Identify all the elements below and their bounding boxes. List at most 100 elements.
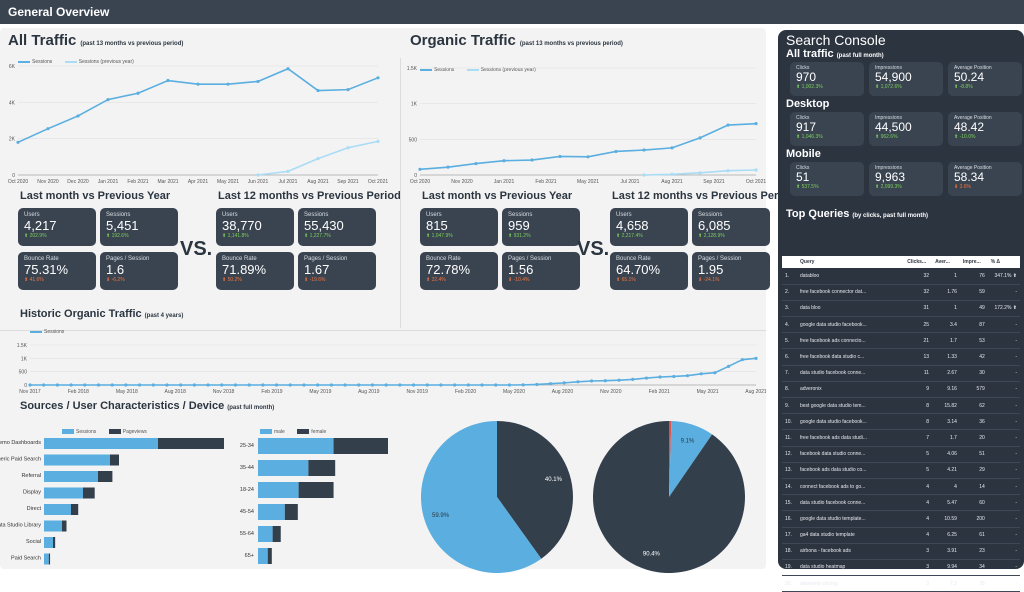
- kpi-change: ⬆ 1,141.8%: [222, 233, 249, 239]
- sc-kpi-card: Average Position 48.42 ⬆ -10.0%: [948, 112, 1022, 146]
- historic-title: Historic Organic Traffic (past 4 years): [20, 308, 184, 320]
- table-header[interactable]: Impre...: [959, 256, 988, 268]
- data-point: [376, 76, 380, 80]
- data-point: [384, 383, 388, 387]
- table-row[interactable]: 14. connect facebook ads to go... 4 4 14-: [782, 478, 1020, 496]
- table-cell: 4: [904, 478, 933, 496]
- table-header[interactable]: Clicks...: [904, 256, 933, 268]
- table-cell: -: [987, 413, 1020, 431]
- table-row[interactable]: 19. data studio heatmap 3 9.94 34-: [782, 559, 1020, 577]
- x-tick-label: May 2021: [217, 179, 239, 185]
- table-cell: google data studio facebook...: [797, 316, 905, 334]
- table-cell: 1.7: [932, 332, 960, 350]
- data-point: [740, 358, 744, 362]
- table-row[interactable]: 17. ga4 data studio template 4 6.25 61-: [782, 527, 1020, 544]
- x-tick-label: Feb 2018: [68, 389, 89, 395]
- table-cell: 4: [904, 494, 933, 512]
- data-point: [754, 168, 758, 172]
- table-cell: -: [987, 397, 1020, 415]
- table-cell: -: [987, 559, 1020, 577]
- sc-kpi-change: ⬆ 1,046.3%: [796, 134, 823, 140]
- kpi-change: ⬆ 41.6%: [24, 277, 44, 283]
- data-point: [247, 383, 251, 387]
- kpi-card: Users 815 ⬆ 1,047.9%: [420, 208, 498, 246]
- data-point: [55, 383, 59, 387]
- sc-kpi-change: ⬆ 2,099.3%: [875, 184, 902, 190]
- x-tick-label: Oct 2020: [410, 179, 431, 185]
- table-header[interactable]: Query: [797, 256, 905, 268]
- table-cell: facebook data studio conne...: [797, 446, 905, 463]
- table-row[interactable]: 15. data studio facebook conne... 4 5.47 60-: [782, 494, 1020, 512]
- pie-slice: [497, 421, 573, 559]
- table-cell: databloo: [797, 268, 905, 285]
- table-header[interactable]: Aver...: [932, 256, 960, 268]
- table-row[interactable]: 18. airbona - facebook ads 3 3.91 23-: [782, 543, 1020, 560]
- table-cell: facebook ads data studio co...: [797, 462, 905, 479]
- y-tick-label: 2K: [9, 137, 16, 143]
- x-tick-label: Mar 2021: [157, 179, 178, 185]
- kpi-value: 1.67: [304, 262, 330, 277]
- sc-kpi-change: ⬆ -10.0%: [954, 134, 976, 140]
- data-point: [558, 154, 562, 159]
- x-tick-label: Dec 2020: [67, 179, 89, 185]
- x-tick-label: Feb 2021: [127, 179, 148, 185]
- table-row[interactable]: 16. google data studio template... 4 10.59 2…: [782, 510, 1020, 528]
- sc-kpi-value: 48.42: [954, 120, 985, 134]
- data-point: [316, 88, 320, 93]
- data-point: [196, 82, 200, 86]
- kpi-change: ⬆ 192.6%: [106, 233, 129, 239]
- x-tick-label: Jan 2021: [98, 179, 119, 185]
- data-point: [343, 383, 347, 387]
- series-line: [17, 67, 379, 144]
- table-cell: -: [987, 429, 1020, 447]
- table-row[interactable]: 6. free facebook data studio c... 13 1.33 42…: [782, 348, 1020, 366]
- bar: [44, 471, 98, 482]
- data-point: [316, 383, 320, 387]
- table-cell: 87: [959, 316, 988, 334]
- sc-kpi-value: 58.34: [954, 170, 985, 184]
- table-row[interactable]: 12. facebook data studio conne... 5 4.06 51-: [782, 446, 1020, 463]
- bar: [44, 438, 158, 449]
- table-row[interactable]: 5. free facebook ads connecto... 21 1.7 53-: [782, 332, 1020, 350]
- kpi-change: ⬆ 202.9%: [24, 233, 47, 239]
- data-point: [166, 78, 170, 83]
- data-point: [699, 372, 703, 376]
- sc-kpi-label: Impressions: [875, 115, 902, 121]
- data-point: [316, 157, 320, 161]
- historic-chart: 0 500 1K 1.5K Nov 2017 Feb 2018 May 2018 Aug 20…: [17, 343, 766, 395]
- kpi-label: Sessions: [304, 212, 329, 218]
- y-tick-label: 500: [409, 137, 418, 143]
- table-row[interactable]: 1. databloo 32 1 76 347.1% ⬆: [782, 268, 1020, 285]
- table-row[interactable]: 3. data bloo 31 1 49 172.2% ⬆: [782, 300, 1020, 318]
- table-row[interactable]: 4. google data studio facebook... 25 3.4 87-: [782, 316, 1020, 334]
- table-row[interactable]: 13. facebook ads data studio co... 5 4.21 29…: [782, 462, 1020, 479]
- data-point: [302, 383, 306, 387]
- table-row[interactable]: 11. free facebook ads data studi... 7 1.7 20…: [782, 429, 1020, 447]
- kpi-label: Bounce Rate: [426, 256, 461, 262]
- table-cell: 14: [959, 478, 988, 496]
- kpi-card: Sessions 6,085 ⬆ 2,128.9%: [692, 208, 770, 246]
- x-tick-label: May 2019: [309, 389, 331, 395]
- table-cell: 1: [932, 268, 960, 285]
- bar: [44, 520, 62, 532]
- data-point: [726, 123, 730, 127]
- table-cell: 5: [904, 462, 933, 479]
- data-point: [376, 139, 380, 143]
- table-header[interactable]: % Δ: [987, 256, 1020, 268]
- table-cell: 20: [959, 429, 988, 447]
- bar: [83, 487, 95, 499]
- table-row[interactable]: 10. google data studio facebook... 8 3.14 36…: [782, 413, 1020, 431]
- table-header[interactable]: [782, 256, 797, 268]
- table-row[interactable]: 2. free facebook connector dat... 32 1.76 59…: [782, 284, 1020, 301]
- y-tick-label: 1.5K: [17, 343, 28, 349]
- table-row[interactable]: 9. best google data studio tem... 8 15.82 62…: [782, 397, 1020, 415]
- table-row[interactable]: 20. adveronix pricing 3 7.2 35-: [782, 575, 1020, 592]
- table-cell: -: [987, 510, 1020, 528]
- kpi-label: Sessions: [698, 212, 723, 218]
- table-cell: data studio heatmap: [797, 559, 905, 577]
- table-row[interactable]: 8. adveronix 9 9.16 579-: [782, 381, 1020, 399]
- kpi-label: Pages / Session: [698, 256, 742, 262]
- sc-kpi-change: ⬆ 537.5%: [796, 184, 819, 190]
- table-row[interactable]: 7. data studio facebook conne... 11 2.67 30-: [782, 365, 1020, 382]
- table-cell: 36: [959, 413, 988, 431]
